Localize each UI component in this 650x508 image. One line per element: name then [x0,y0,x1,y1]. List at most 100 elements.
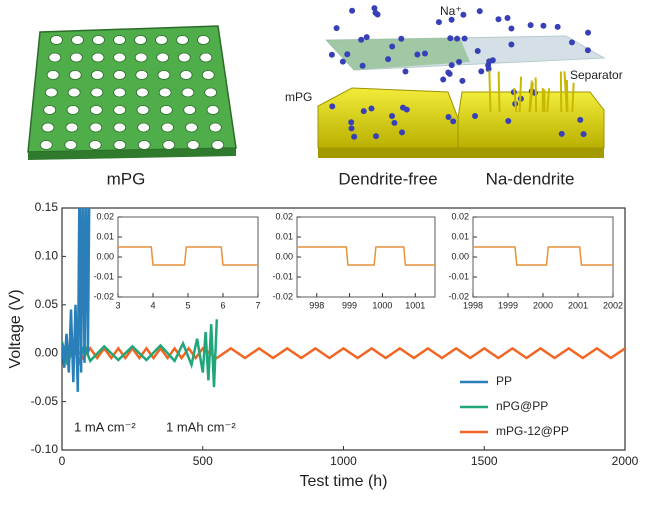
ion [348,125,355,132]
hole [201,70,215,80]
ion [399,104,406,111]
ion [360,108,367,115]
y-tick-label: -0.01 [93,271,114,281]
ion [456,58,463,65]
hole [204,87,218,98]
x-tick-label: 1998 [463,300,483,310]
hole [134,52,148,63]
ion [344,51,351,58]
hole [155,35,168,45]
na-dendrite-label: Na-dendrite [486,169,575,188]
ion [454,35,461,42]
ion [363,34,370,41]
hole [65,122,79,133]
hole [66,105,80,115]
hole [136,105,150,115]
ion [391,119,398,126]
hole [176,35,189,45]
ion [527,22,534,29]
series-line [62,346,625,361]
ion [450,118,457,125]
hole [158,87,172,98]
dendrite [565,79,569,113]
ion [485,65,492,72]
ion [414,51,421,58]
hole [135,87,149,98]
x-tick-label: 998 [309,300,324,310]
legend-label: mPG-12@PP [496,424,569,438]
hole [41,122,55,133]
ion [478,68,485,75]
hole [44,87,58,98]
ion [328,51,335,58]
ion-label: Na⁺ [440,4,462,18]
hole [157,70,171,80]
x-tick-label: 0 [59,454,66,468]
ion [568,39,575,46]
y-axis-label: Voltage (V) [7,289,24,368]
y-tick-label: 0.02 [275,211,293,221]
ion [474,47,481,54]
hole [43,105,57,115]
ion [398,35,405,42]
ion [558,130,565,137]
x-tick-label: 500 [193,454,213,468]
hole [208,122,222,133]
hole [134,35,147,45]
hole [91,52,105,63]
x-tick-label: 2000 [612,454,639,468]
hole [89,105,103,115]
legend-label: PP [496,374,512,388]
ion [329,103,336,110]
x-tick-label: 2002 [603,300,623,310]
x-tick-label: 3 [115,300,120,310]
ion [508,25,515,32]
y-tick-label: -0.01 [272,271,293,281]
dendrite [571,82,575,113]
dendrite [528,82,534,113]
hole [177,52,191,63]
hole [50,35,63,45]
x-tick-label: 1500 [471,454,498,468]
y-tick-label: 0.01 [451,231,469,241]
y-tick-label: 0.00 [451,251,469,261]
y-tick-label: 0.00 [35,345,59,359]
hole [113,35,126,45]
hole [113,87,127,98]
dendrite [518,76,523,113]
ion [461,35,468,42]
series-line [473,246,613,266]
ion [389,43,396,50]
hole [162,140,176,150]
hole [113,122,127,133]
y-tick-label: 0.02 [96,211,114,221]
hole [113,105,127,115]
hole [90,87,104,98]
y-tick-label: -0.01 [448,271,469,281]
y-tick-label: 0.00 [275,251,293,261]
hole [64,140,78,150]
hole [211,140,225,150]
hole [161,122,174,133]
dendrite-free-label: Dendrite-free [338,169,437,188]
hole [156,52,170,63]
ion [402,68,409,75]
ion [372,9,379,16]
ion [349,7,356,14]
hole [113,140,127,150]
hole [197,35,210,45]
x-tick-label: 5 [185,300,190,310]
hole [113,70,126,80]
ion [359,62,366,69]
ion [459,77,466,84]
ion [476,8,483,15]
cell-illustration [317,5,606,158]
ion [448,62,455,69]
x-tick-label: 4 [150,300,155,310]
hole [89,122,103,133]
charts: 0 500 1000 1500 2000 -0.10 -0.05 0.00 0.05 0.10 0.… [7,200,639,490]
ion [448,16,455,23]
hole [181,87,195,98]
mpg-layer-label: mPG [285,90,312,104]
